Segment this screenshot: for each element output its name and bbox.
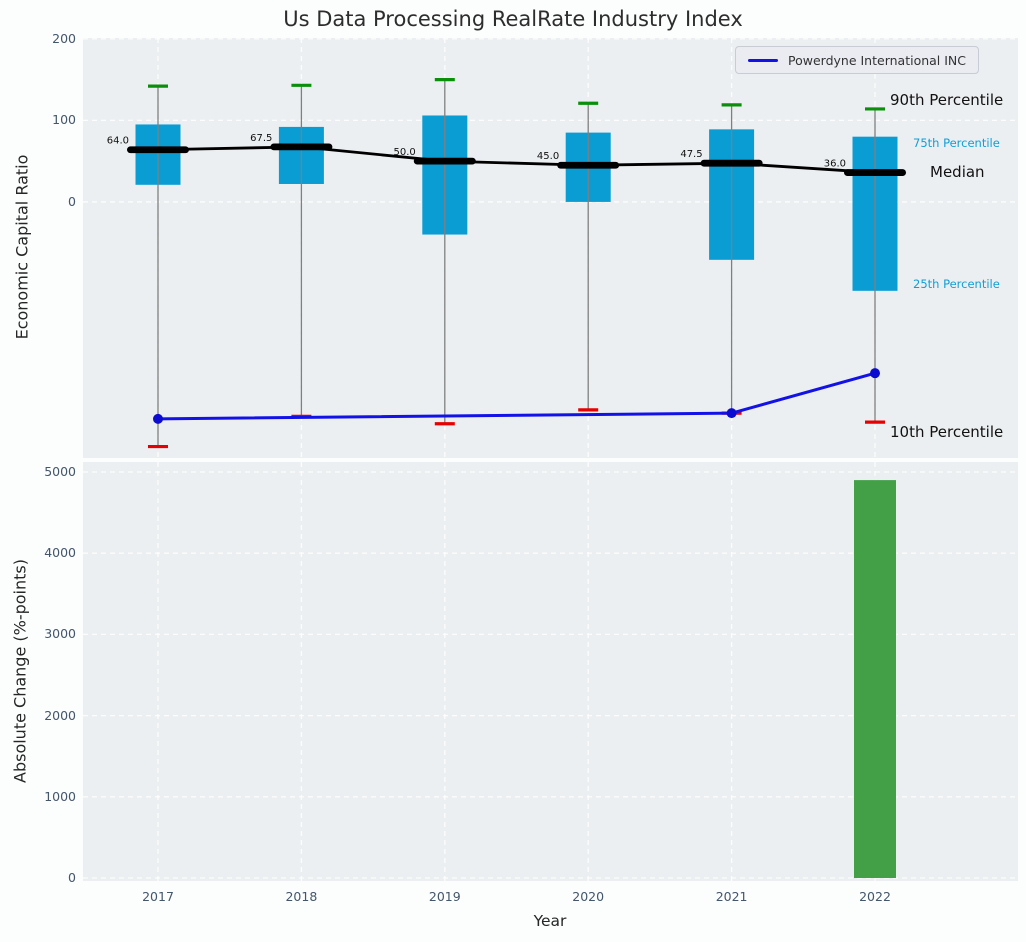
median-segment [844,169,906,176]
figure: Us Data Processing RealRate Industry Ind… [0,0,1026,942]
median-segment [701,160,763,167]
y-tick-label-bottom: 5000 [0,464,76,480]
median-segment [557,162,619,169]
annotation-75th-percentile: 75th Percentile [913,136,1000,150]
legend-label: Powerdyne International INC [788,53,966,68]
median-value-label: 64.0 [107,136,129,147]
x-tick-label: 2017 [118,889,198,904]
company-marker [727,408,737,418]
y-axis-label-bottom: Absolute Change (%-points) [11,559,30,783]
x-tick-label: 2019 [405,889,485,904]
x-tick-label: 2020 [548,889,628,904]
median-value-label: 36.0 [824,159,846,170]
annotation-median: Median [930,163,985,181]
median-value-label: 67.5 [250,133,272,144]
company-marker [153,414,163,424]
median-connecting-line [158,147,875,173]
annotation-25th-percentile: 25th Percentile [913,277,1000,291]
x-tick-label: 2018 [261,889,341,904]
y-tick-label-bottom: 4000 [0,545,76,561]
median-segment [270,143,332,150]
median-value-label: 45.0 [537,151,559,162]
y-tick-label-bottom: 0 [0,870,76,886]
median-segment [127,146,189,153]
median-segment [414,158,476,165]
y-tick-label-bottom: 1000 [0,789,76,805]
annotation-90th-percentile: 90th Percentile [890,91,1003,109]
change-bar [854,480,896,878]
company-line [158,373,875,419]
x-tick-label: 2022 [835,889,915,904]
y-tick-label-bottom: 2000 [0,708,76,724]
y-tick-label-top: 0 [0,194,76,210]
median-value-label: 50.0 [394,147,416,158]
y-tick-label-bottom: 3000 [0,626,76,642]
chart-canvas: 64.0 67.5 50.0 45.0 47.5 36.0 [0,0,1026,942]
x-tick-label: 2021 [692,889,772,904]
y-tick-label-top: 200 [0,31,76,47]
median-value-label: 47.5 [680,149,702,160]
y-axis-label-top: Economic Capital Ratio [13,155,32,340]
y-tick-label-top: 100 [0,112,76,128]
legend: Powerdyne International INC [735,46,979,74]
annotation-10th-percentile: 10th Percentile [890,423,1003,441]
x-axis-label: Year [0,912,1026,930]
company-marker [870,368,880,378]
legend-line-swatch [748,59,778,62]
